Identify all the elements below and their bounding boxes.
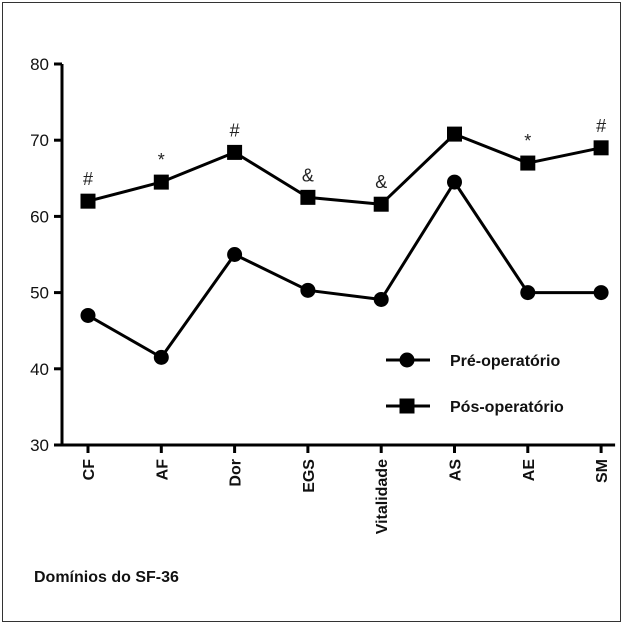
y-tick-label: 80 bbox=[30, 55, 49, 74]
data-point-circle bbox=[447, 174, 462, 190]
legend-label: Pré-operatório bbox=[450, 353, 560, 370]
significance-mark: # bbox=[596, 116, 606, 136]
data-point-circle bbox=[593, 285, 609, 301]
significance-annotations: # * # & & * # bbox=[83, 116, 606, 192]
x-tick-label: AF bbox=[154, 459, 171, 481]
data-point-circle bbox=[80, 307, 96, 323]
x-tick-label: Vitalidade bbox=[374, 459, 391, 534]
x-tick-label: Dor bbox=[228, 459, 245, 487]
series-line bbox=[87, 132, 602, 206]
significance-mark: & bbox=[302, 165, 314, 185]
x-axis-categories: CF AF Dor EGS Vitalidade AS AE SM bbox=[81, 445, 611, 534]
data-point-square bbox=[373, 196, 389, 212]
data-point-square bbox=[300, 189, 316, 205]
significance-mark: * bbox=[524, 131, 531, 151]
y-tick-label: 30 bbox=[30, 436, 49, 455]
x-tick-label: CF bbox=[81, 459, 98, 481]
x-tick-label: AS bbox=[448, 459, 465, 482]
y-axis-ticks: 30 40 50 60 70 80 bbox=[30, 55, 62, 455]
x-tick-label: SM bbox=[594, 459, 611, 483]
data-point-square bbox=[227, 144, 243, 160]
significance-mark: * bbox=[158, 150, 165, 170]
series-markers bbox=[80, 126, 609, 365]
data-point-circle bbox=[520, 285, 536, 301]
y-tick-label: 70 bbox=[30, 131, 49, 150]
data-point-circle bbox=[227, 247, 243, 262]
data-point-square bbox=[80, 193, 96, 209]
legend: Pré-operatório Pós-operatório bbox=[386, 352, 564, 416]
x-tick-label: EGS bbox=[301, 459, 318, 493]
y-tick-label: 40 bbox=[30, 360, 49, 379]
data-point-circle bbox=[300, 282, 316, 298]
x-axis-title: Domínios do SF-36 bbox=[34, 569, 179, 586]
data-point-square bbox=[520, 155, 536, 171]
axes bbox=[60, 64, 616, 447]
series-lines bbox=[87, 132, 602, 359]
y-tick-label: 60 bbox=[30, 207, 49, 226]
legend-marker-circle bbox=[399, 352, 415, 368]
legend-label: Pós-operatório bbox=[450, 399, 564, 416]
y-tick-label: 50 bbox=[30, 284, 49, 303]
significance-mark: # bbox=[230, 120, 240, 140]
data-point-square bbox=[153, 174, 169, 190]
data-point-circle bbox=[373, 291, 389, 307]
data-point-square bbox=[593, 140, 609, 156]
data-point-square bbox=[447, 126, 462, 142]
x-tick-label: AE bbox=[521, 459, 538, 482]
legend-marker-square bbox=[399, 398, 415, 414]
series-line bbox=[87, 180, 602, 359]
significance-mark: # bbox=[83, 169, 93, 189]
significance-mark: & bbox=[375, 172, 387, 192]
data-point-circle bbox=[153, 349, 169, 365]
